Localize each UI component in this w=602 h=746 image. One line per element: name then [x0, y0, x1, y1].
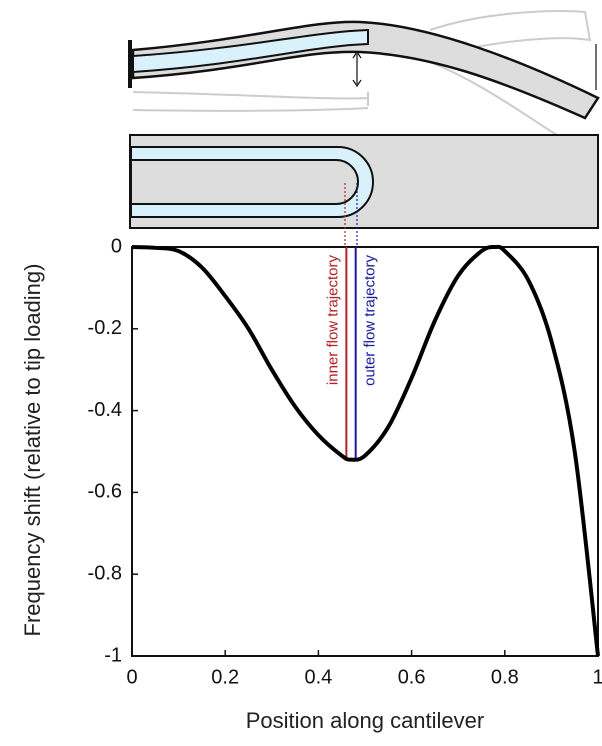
- y-tick-label: -0.6: [88, 481, 122, 503]
- plot-frame: [131, 246, 599, 657]
- y-tick-label: 0: [111, 235, 122, 257]
- x-tick-label: 0.4: [304, 666, 332, 688]
- y-tick-label: -0.4: [88, 399, 122, 421]
- x-tick-label: 0.6: [398, 666, 426, 688]
- x-tick-label: 0: [126, 666, 137, 688]
- cantilever-diagram: [128, 10, 600, 138]
- curve: [131, 244, 600, 657]
- x-tick-label: 0.8: [491, 666, 519, 688]
- y-tick-label: -0.8: [88, 562, 122, 584]
- trajectory-label: inner flow trajectory: [324, 255, 341, 386]
- y-tick-label: -0.2: [88, 317, 122, 339]
- y-axis-label: Frequency shift (relative to tip loading…: [20, 264, 45, 637]
- channel-diagram: [129, 134, 599, 247]
- x-tick-label: 0.2: [211, 666, 239, 688]
- x-axis-label: Position along cantilever: [246, 708, 484, 733]
- y-tick-label: -1: [104, 644, 122, 666]
- trajectory-label: outer flow trajectory: [362, 255, 379, 386]
- x-tick-label: 1: [592, 666, 602, 688]
